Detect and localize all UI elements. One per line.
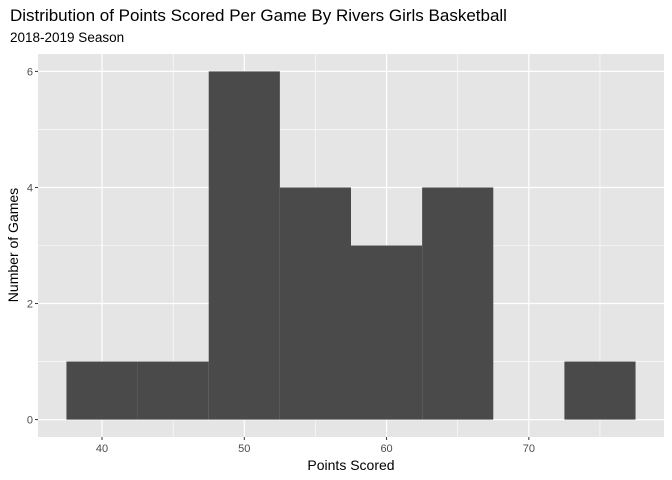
x-tick-label: 50 (238, 443, 250, 455)
y-axis-ticks: 0 2 4 6 (27, 66, 38, 427)
y-tick-label: 2 (27, 299, 33, 311)
histogram-bar (208, 71, 280, 420)
histogram-bar (564, 361, 636, 420)
histogram-bar (351, 245, 423, 420)
histogram-bar (137, 361, 209, 420)
x-axis-ticks: 40 50 60 70 (96, 437, 535, 455)
histogram-bar (422, 187, 494, 420)
x-axis-title: Points Scored (307, 457, 394, 473)
y-tick-label: 4 (27, 182, 33, 194)
y-tick-label: 6 (27, 66, 33, 78)
histogram-bars (66, 71, 636, 420)
x-tick-label: 70 (523, 443, 535, 455)
histogram-bar (66, 361, 138, 420)
y-axis-title: Number of Games (5, 188, 21, 302)
y-tick-label: 0 (27, 415, 33, 427)
x-tick-label: 60 (380, 443, 392, 455)
x-tick-label: 40 (96, 443, 108, 455)
chart-subtitle: 2018-2019 Season (10, 30, 124, 45)
chart-title: Distribution of Points Scored Per Game B… (10, 6, 507, 25)
histogram-bar (279, 187, 351, 420)
